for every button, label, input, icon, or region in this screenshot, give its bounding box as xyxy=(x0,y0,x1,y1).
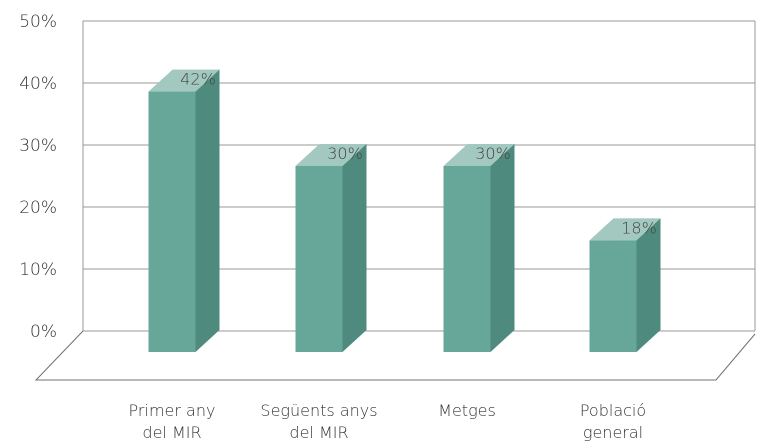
bar-top-face xyxy=(295,144,367,166)
bar-group: 30% xyxy=(443,143,515,352)
bar-side-face xyxy=(195,69,220,352)
x-category-label: Població general xyxy=(580,401,646,442)
y-tick-label: 40% xyxy=(19,74,57,94)
y-axis-tick-labels: 0% 10% 20% 30% 40% 50% xyxy=(19,12,57,342)
x-category-label: Següents anys del MIR xyxy=(260,401,377,442)
x-category-label-line: Següents anys xyxy=(260,401,377,420)
y-tick-label: 0% xyxy=(30,322,57,342)
x-category-label-line: Població xyxy=(580,401,646,420)
bar-side-face xyxy=(342,144,367,352)
bar-data-label: 30% xyxy=(475,144,511,163)
x-category-label: Metges xyxy=(438,401,496,420)
bar-side-face xyxy=(490,144,515,352)
y-tick-label: 20% xyxy=(19,198,57,218)
bar-group: 42% xyxy=(148,68,220,352)
x-category-label-line: del MIR xyxy=(142,423,201,442)
bar xyxy=(589,240,637,352)
y-tick-label: 30% xyxy=(19,136,57,156)
chart-floor xyxy=(34,330,756,381)
bar-group: 18% xyxy=(589,217,661,352)
y-tick-label: 50% xyxy=(19,12,57,32)
bar-group: 30% xyxy=(295,143,367,352)
x-axis-category-labels: Primer any del MIR Següents anys del MIR Met… xyxy=(129,401,647,442)
bar xyxy=(295,166,343,352)
bar-data-label: 18% xyxy=(621,218,657,237)
x-category-label-line: Primer any xyxy=(129,401,216,420)
bar-data-label: 42% xyxy=(180,70,216,89)
bar-top-face xyxy=(443,144,515,166)
bars: 42% 30% 30% 18% xyxy=(148,68,661,352)
y-tick-label: 10% xyxy=(19,260,57,280)
x-category-label-line: general xyxy=(583,423,643,442)
x-category-label-line: Metges xyxy=(438,401,496,420)
x-category-label: Primer any del MIR xyxy=(129,401,216,442)
bar-top-face xyxy=(148,69,220,92)
bar-top-face xyxy=(589,218,661,241)
bar-data-label: 30% xyxy=(327,144,363,163)
floor-outline xyxy=(34,330,756,381)
x-category-label-line: del MIR xyxy=(289,423,348,442)
bar xyxy=(148,91,196,352)
bar xyxy=(443,166,491,352)
bar-side-face xyxy=(636,218,661,352)
